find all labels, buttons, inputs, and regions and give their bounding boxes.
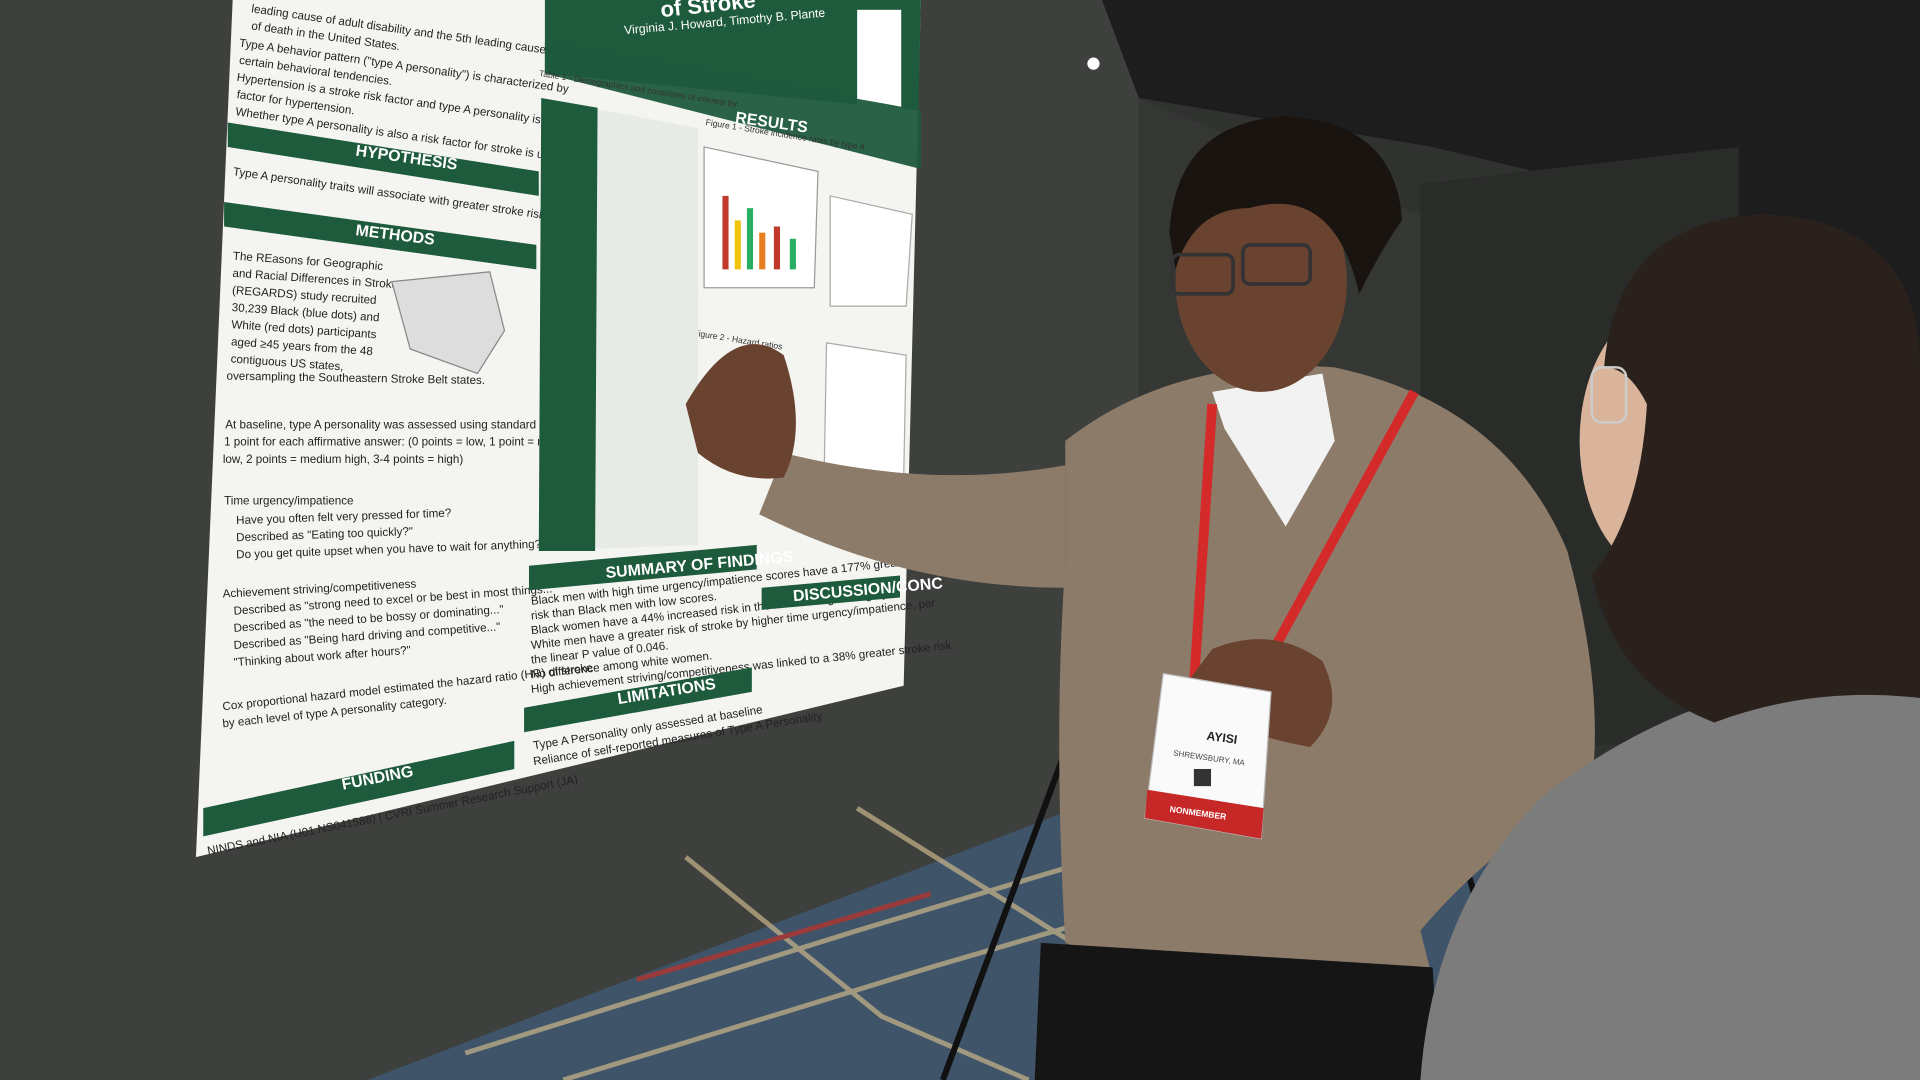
text-line: oversampling the Southeastern Stroke Bel… xyxy=(226,370,485,388)
us-map xyxy=(391,271,506,375)
text-line: 1 point for each affirmative answer: (0 … xyxy=(224,436,583,449)
section-band xyxy=(524,667,752,733)
attendee xyxy=(1420,214,1920,1080)
text-line: low, 2 points = medium high, 3-4 points … xyxy=(223,453,464,466)
section-band xyxy=(203,740,515,837)
section-band xyxy=(528,544,757,591)
bar-figure xyxy=(703,146,819,289)
line-figure xyxy=(829,195,913,307)
line-figure xyxy=(823,342,907,479)
badge-name: AYISI xyxy=(1206,729,1238,747)
carpet-red-line xyxy=(636,891,932,982)
results-band xyxy=(544,42,921,169)
table-col xyxy=(538,97,598,552)
figure-bars xyxy=(722,195,796,270)
presenter xyxy=(685,116,1595,1080)
text-line: Time urgency/impatience xyxy=(224,494,353,507)
badge: AYISI SHREWSBURY, MA NONMEMBER xyxy=(1144,672,1272,840)
ceiling-light xyxy=(1087,57,1100,70)
ceiling xyxy=(1102,0,1920,368)
text-line: At baseline, type A personality was asse… xyxy=(225,419,606,432)
section-band xyxy=(224,202,537,270)
section-band xyxy=(761,575,900,610)
text-line: Described as "Eating too quickly?" xyxy=(236,525,413,544)
section-band xyxy=(227,122,539,196)
